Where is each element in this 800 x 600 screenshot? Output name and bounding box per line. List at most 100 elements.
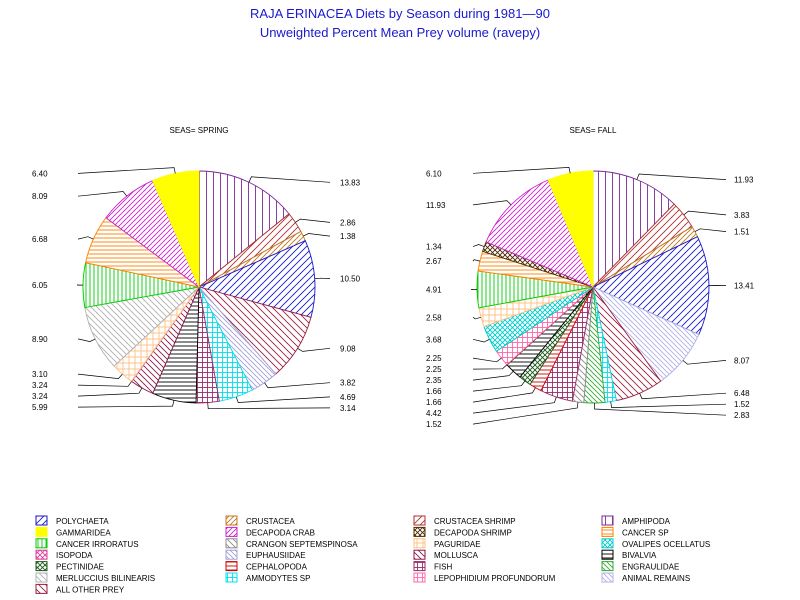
legend-swatch [35,572,48,583]
legend-label: EUPHAUSIIDAE [246,551,306,560]
pie-value-label: 4.42 [426,409,442,418]
legend-item-decapoda-crab: DECAPODA CRAB [225,526,315,537]
pie-label-leader [683,210,727,216]
legend-label: AMMODYTES SP [246,574,310,583]
legend-label: GAMMARIDEA [56,528,111,537]
pie-label-leader [472,244,485,247]
pie-label-leader [77,236,94,240]
legend-item-ammodytes-sp: AMMODYTES SP [225,572,310,583]
pie-value-label: 6.10 [426,169,442,178]
legend-swatch [35,515,48,526]
legend-item-crustacea: CRUSTACEA [225,515,295,526]
pie-value-label: 9.08 [340,344,356,353]
pie-label-leader [297,347,331,352]
legend-swatch [35,583,48,594]
legend-label: CRANGON SEPTEMSPINOSA [246,540,358,549]
legend-swatch [413,549,426,560]
legend-label: DECAPODA CRAB [246,528,315,537]
legend-label: LEPOPHIDIUM PROFUNDORUM [434,574,556,583]
pie-label-leader [472,380,526,392]
legend-swatch [413,572,426,583]
legend-item-amphipoda: AMPHIPODA [601,515,671,526]
legend-item-cancer-irroratus: CANCER IRRORATUS [35,538,139,549]
pie-value-label: 1.66 [426,387,442,396]
legend-label: CRUSTACEA SHRIMP [434,517,516,526]
pie-slice-polychaeta [197,240,316,318]
pie-slice-gammaridea [152,170,200,288]
pie-label-leader [264,382,331,389]
pie-label-leader [77,381,132,387]
pie-label-leader [77,387,143,397]
pie-label-leader [472,316,482,320]
pie-value-label: 6.68 [32,235,48,244]
pie-value-label: 2.67 [426,257,442,266]
pie-value-label: 4.91 [426,285,442,294]
legend-item-merluccius-bilinearis: MERLUCCIUS BILINEARIS [35,572,155,583]
legend-item-cephalopoda: CEPHALOPODA [225,561,308,572]
legend-label: ALL OTHER PREY [56,585,125,594]
pie-value-label: 6.40 [32,169,48,178]
pie-value-label: 1.34 [426,243,442,252]
pie-value-label: 2.86 [340,218,356,227]
legend-item-gammaridea: GAMMARIDEA [35,526,111,537]
chart-subtitle: Unweighted Percent Mean Prey volume (rav… [259,25,541,40]
legend-item-fish: FISH [413,561,452,572]
legend-swatch [35,538,48,549]
pie-slice-amphipoda [592,170,675,289]
pie-value-label: 1.52 [734,400,750,409]
legend-swatch [601,549,614,560]
pie-label-leader [472,364,508,370]
legend-label: DECAPODA SHRIMP [434,528,512,537]
legend-label: CEPHALOPODA [246,563,308,572]
legend-swatch [601,515,614,526]
pie-value-label: 6.05 [32,281,48,290]
legend-swatch [413,526,426,537]
legend-item-engraulidae: ENGRAULIDAE [601,561,679,572]
legend-label: CRUSTACEA [246,517,295,526]
pie-value-label: 3.24 [32,381,48,390]
pie-label-leader [472,259,480,262]
pie-value-label: 3.24 [32,392,48,401]
legend-swatch [35,549,48,560]
pie-label-leader [77,167,176,174]
pie-label-leader [295,218,331,223]
pie-value-label: 3.10 [32,370,48,379]
legend-item-paguridae: PAGURIDAE [413,538,481,549]
legend-swatch [225,515,238,526]
legend-swatch [601,572,614,583]
legend-swatch [413,515,426,526]
legend-swatch [225,561,238,572]
pie-value-label: 3.82 [340,379,356,388]
legend-label: FISH [434,563,452,572]
legend-swatch [601,526,614,537]
legend-item-isopoda: ISOPODA [35,549,93,560]
pie-label-leader [694,228,727,232]
pie-title: SEAS= SPRING [170,126,229,135]
pie-label-leader [472,200,512,206]
pie-fall: SEAS= FALL 11.93 3.83 1.51 13.41 8.07 6.48 1.52… [426,126,755,429]
pie-label-leader [235,396,331,403]
legend-swatch [601,561,614,572]
pie-label-leader [472,357,502,363]
legend-swatch [601,538,614,549]
pie-label-leader [207,402,331,410]
pie-value-label: 1.66 [426,398,442,407]
legend-swatch [413,538,426,549]
legend-label: MERLUCCIUS BILINEARIS [56,574,155,583]
pie-spring: SEAS= SPRING 13.83 2.86 1.38 10.50 9.08 3.82 4.… [32,126,361,413]
pie-label-leader [472,401,579,425]
pie-title: SEAS= FALL [570,126,617,135]
legend-label: OVALIPES OCELLATUS [622,540,710,549]
legend-label: ANIMAL REMAINS [622,574,690,583]
legend-item-pectinidae: PECTINIDAE [35,561,104,572]
legend-item-polychaeta: POLYCHAETA [35,515,109,526]
legend-swatch [225,526,238,537]
pie-label-leader [248,176,331,183]
legend-item-bivalvia: BIVALVIA [601,549,657,560]
pie-value-label: 5.99 [32,403,48,412]
legend-label: PAGURIDAE [434,540,481,549]
pie-label-leader [472,396,557,414]
pie-value-label: 2.35 [426,376,442,385]
pie-label-leader [639,392,727,400]
